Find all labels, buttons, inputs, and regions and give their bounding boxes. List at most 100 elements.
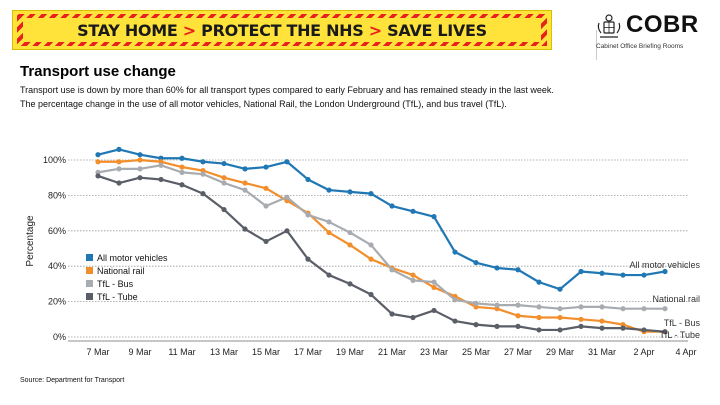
data-point [305,212,311,218]
data-point [284,159,290,165]
data-point [368,291,374,298]
data-point [536,279,542,285]
data-point [557,314,563,321]
data-point [599,270,605,276]
legend-label: National rail [97,266,145,276]
x-tick-label: 23 Mar [420,347,448,357]
data-point [263,203,269,209]
data-point [137,157,143,163]
data-point [473,300,479,306]
legend-swatch [86,267,93,274]
y-axis-label: Percentage [25,215,36,267]
data-point [305,256,311,262]
data-point [242,166,248,172]
data-point [179,169,185,175]
data-point [347,189,353,195]
logo-title: COBR [626,11,699,38]
data-point [515,323,521,329]
legend-swatch [86,280,93,287]
x-tick-label: 11 Mar [168,347,195,357]
data-point [599,325,605,331]
data-point [137,175,143,181]
data-point [221,160,227,167]
data-point [662,306,668,312]
data-point [95,173,101,179]
series-line [97,164,665,310]
x-tick-label: 31 Mar [588,347,616,357]
data-point [179,155,185,161]
data-point [242,187,248,193]
description-line-1: Transport use is down by more than 60% f… [20,85,554,95]
data-point [200,171,206,177]
data-point [515,302,521,308]
data-point [620,272,626,278]
x-tick-label: 17 Mar [294,347,322,357]
stay-home-banner: STAY HOME > PROTECT THE NHS > SAVE LIVES [12,10,552,50]
data-point [599,318,605,324]
data-point [116,159,122,165]
data-point [179,164,185,170]
x-tick-label: 15 Mar [252,347,280,357]
x-tick-label: 7 Mar [86,347,109,357]
data-point [494,302,500,308]
data-point [473,260,479,266]
data-point [368,191,374,197]
data-point [494,265,500,271]
x-tick-label: 19 Mar [336,347,364,357]
data-point [326,229,332,236]
data-point [347,281,353,287]
data-point [536,304,542,310]
data-point [326,187,332,193]
data-point [515,313,521,319]
y-tick-label: 100% [43,155,66,165]
data-point [452,297,458,303]
data-point [263,185,269,191]
series-end-label: TfL - Tube [659,330,700,340]
data-point [410,277,416,283]
x-tick-label: 25 Mar [462,347,490,357]
data-point [305,176,311,183]
page-title: Transport use change [20,63,176,80]
series-line [97,174,666,333]
data-point [263,238,269,245]
data-point [410,314,416,321]
logo-subtitle: Cabinet Office Briefing Rooms [596,43,684,50]
data-point [389,267,395,273]
data-point [431,284,437,291]
transport-line-chart: 0% 20% 40% 60% 80% 100% 7 Mar 9 Mar 11 Mar 13 Mar… [25,146,700,357]
data-point [389,203,395,209]
data-point [557,286,563,292]
data-point [368,242,374,248]
data-point [347,242,353,248]
banner-part-save-lives: SAVE LIVES [387,20,487,40]
banner-text: STAY HOME > PROTECT THE NHS > SAVE LIVES [77,21,487,40]
legend-label: All motor vehicles [97,253,168,263]
data-point [599,304,605,310]
data-point [515,267,521,273]
data-point [200,159,206,165]
data-point [242,180,248,186]
data-point [137,152,143,158]
legend-swatch [86,254,93,261]
data-point [431,279,437,285]
banner-arrow-icon: > [368,20,382,40]
data-point [410,208,416,214]
data-point [263,164,269,170]
x-tick-label: 13 Mar [210,347,238,357]
data-point [326,272,332,278]
data-point [137,166,143,172]
data-point [662,329,668,335]
banner-panel: STAY HOME > PROTECT THE NHS > SAVE LIVES [23,18,541,42]
series-line [97,148,666,291]
data-point [641,272,647,278]
data-point [578,316,584,322]
data-point [473,322,479,328]
data-point [95,152,101,158]
data-point [410,272,416,278]
data-point [452,249,458,255]
y-tick-label: 40% [48,261,66,271]
banner-part-stay-home: STAY HOME [77,20,178,40]
series-line [98,158,665,333]
data-point [578,323,584,329]
legend-swatch [86,293,93,300]
